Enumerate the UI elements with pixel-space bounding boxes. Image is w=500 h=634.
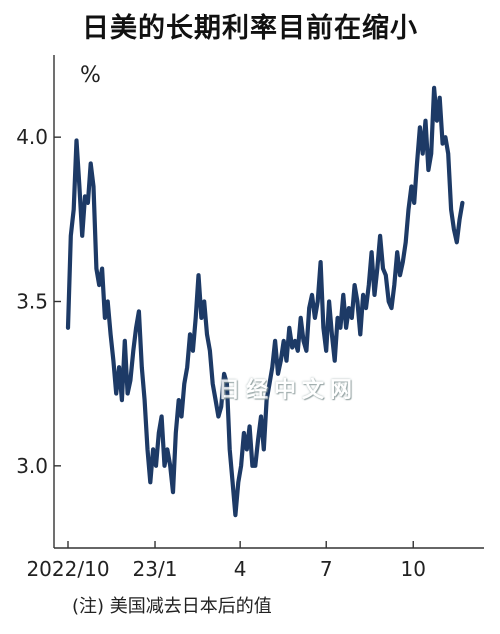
x-tick-label: 4 [234,557,247,581]
y-tick-label: 3.0 [16,454,48,478]
x-tick-label: 10 [401,557,426,581]
y-tick-label: 4.0 [16,125,48,149]
x-axis-ticks: 2022/10 23/1 4 7 10 [26,541,426,581]
y-tick-label: 3.5 [16,290,48,314]
x-tick-label: 7 [320,557,333,581]
watermark: 日经中文网 [218,378,359,403]
series-line [65,85,465,518]
series-group [65,85,465,518]
y-axis-ticks: 3.0 3.5 4.0 [16,125,61,478]
chart-title: 日美的长期利率目前在缩小 [82,13,418,44]
y-axis-unit-label: % [80,63,101,88]
chart-note: (注) 美国减去日本后的值 [72,596,272,617]
x-tick-label: 2022/10 [26,557,109,581]
x-tick-label: 23/1 [133,557,178,581]
